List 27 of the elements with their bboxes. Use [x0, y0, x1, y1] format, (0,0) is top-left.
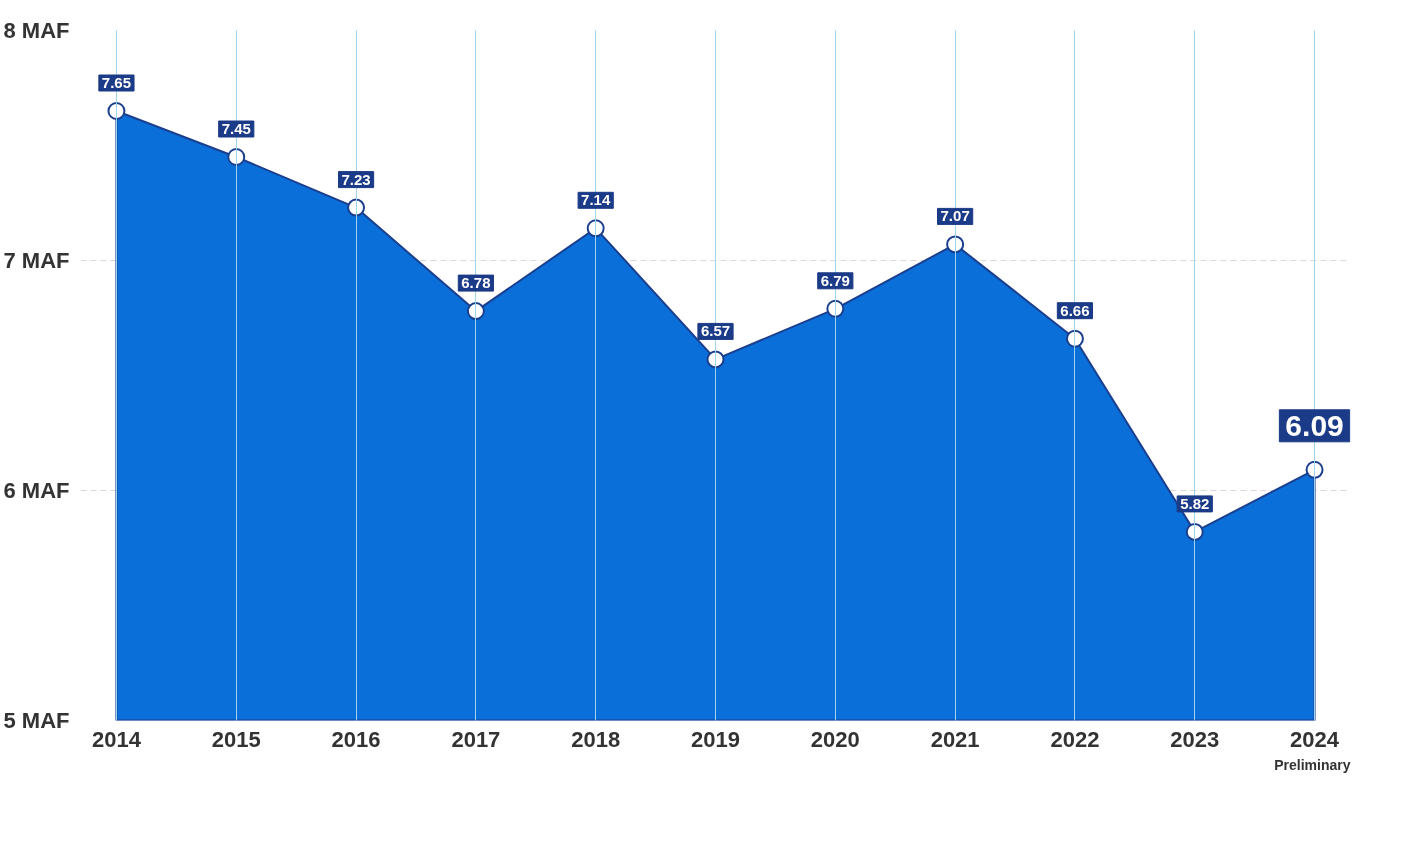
- x-tick-label: 2018: [571, 726, 621, 752]
- x-tick-label: 2015: [211, 726, 261, 752]
- data-label: 6.78: [461, 274, 491, 292]
- data-label: 5.82: [1180, 494, 1210, 512]
- x-tick-label: 2017: [451, 726, 501, 752]
- y-tick-label: 8 MAF: [3, 18, 70, 43]
- x-tick-label: 2016: [331, 726, 381, 752]
- data-label: 6.09: [1285, 408, 1344, 442]
- data-label: 6.57: [700, 322, 731, 340]
- x-tick-label: 2022: [1050, 726, 1100, 752]
- data-label: 7.14: [581, 191, 611, 209]
- x-tick-label: 2019: [691, 726, 740, 752]
- data-label: 6.66: [1060, 301, 1090, 319]
- x-tick-label: 2023: [1170, 726, 1220, 752]
- y-tick-label: 7 MAF: [3, 248, 70, 273]
- data-label: 7.23: [341, 170, 371, 188]
- data-label: 7.45: [221, 120, 251, 137]
- x-tick-label: 2020: [810, 726, 860, 752]
- data-label: 6.79: [820, 271, 850, 289]
- y-tick-label: 6 MAF: [3, 478, 70, 503]
- y-tick-label: 5 MAF: [3, 708, 70, 733]
- data-label: 7.07: [940, 207, 970, 225]
- x-tick-label: 2021: [930, 726, 980, 752]
- text: Preliminary: [1274, 756, 1351, 773]
- x-tick-label: 2024: [1290, 726, 1340, 752]
- x-tick-label: 2014: [91, 726, 142, 752]
- data-label: 7.65: [101, 74, 132, 91]
